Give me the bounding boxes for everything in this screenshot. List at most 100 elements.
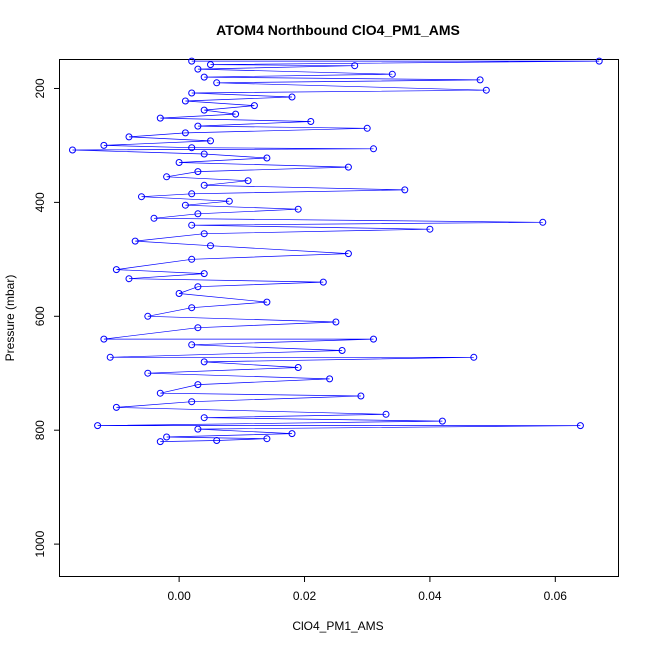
data-point — [156, 389, 164, 397]
x-tick-label: 0.06 — [544, 589, 568, 603]
data-point — [188, 221, 196, 229]
data-point — [357, 392, 365, 400]
data-point — [94, 422, 102, 430]
data-point — [294, 205, 302, 213]
data-point — [200, 150, 208, 158]
y-axis: 200 400 600 800 1000 — [33, 78, 60, 557]
x-axis-label: ClO4_PM1_AMS — [292, 619, 383, 633]
data-point — [263, 435, 271, 443]
data-point — [370, 335, 377, 343]
data-point — [194, 210, 202, 218]
data-point — [200, 358, 208, 366]
y-tick-label: 800 — [33, 420, 47, 440]
data-point — [338, 347, 346, 354]
data-point — [288, 93, 296, 101]
data-point — [194, 381, 202, 389]
data-point — [194, 324, 202, 332]
data-point — [181, 201, 189, 209]
data-point — [112, 266, 120, 274]
data-point — [144, 312, 152, 320]
data-point — [200, 270, 208, 278]
data-point — [188, 398, 196, 406]
plot-frame — [59, 59, 619, 577]
data-point — [175, 159, 183, 166]
data-point — [326, 375, 334, 383]
data-point — [470, 353, 478, 361]
data-point — [213, 79, 221, 87]
data-point — [319, 278, 327, 286]
series-line — [72, 60, 600, 442]
data-point — [106, 353, 114, 361]
data-point — [194, 425, 202, 433]
data-point — [250, 102, 258, 110]
x-tick-label: 0.00 — [167, 589, 191, 603]
data-point — [426, 225, 434, 233]
data-point — [69, 146, 76, 154]
data-point — [225, 197, 233, 205]
data-point — [207, 137, 214, 145]
data-point — [476, 76, 484, 84]
x-tick-label: 0.04 — [418, 589, 442, 603]
data-point — [156, 114, 164, 122]
data-point — [163, 173, 171, 181]
y-tick-label: 600 — [33, 306, 47, 326]
data-point — [194, 283, 202, 291]
data-point — [263, 298, 271, 306]
data-point — [213, 437, 221, 444]
data-point — [188, 89, 196, 97]
data-point — [125, 133, 133, 141]
data-point — [188, 304, 196, 312]
data-point — [100, 141, 108, 149]
data-point — [175, 290, 183, 297]
data-point — [344, 163, 352, 171]
data-point — [200, 414, 208, 422]
data-point — [200, 73, 208, 81]
data-point — [307, 118, 315, 125]
series-layer — [69, 57, 603, 446]
data-point — [232, 110, 240, 118]
data-point — [482, 86, 490, 94]
data-point — [539, 218, 547, 226]
data-point — [181, 97, 189, 105]
data-point — [332, 318, 340, 326]
data-point — [194, 168, 202, 176]
data-point — [263, 154, 271, 162]
data-point — [112, 403, 120, 411]
data-point — [200, 230, 208, 238]
data-point — [188, 341, 196, 349]
data-point — [382, 410, 390, 418]
data-point — [194, 122, 202, 130]
y-tick-label: 200 — [33, 78, 47, 98]
data-point — [125, 275, 133, 283]
data-point — [363, 124, 371, 132]
data-point — [401, 186, 409, 194]
y-tick-label: 1000 — [33, 530, 47, 557]
data-point — [150, 214, 158, 222]
data-point — [163, 433, 171, 441]
data-point — [438, 417, 446, 425]
x-tick-label: 0.02 — [293, 589, 317, 603]
data-point — [351, 62, 359, 70]
data-point — [294, 364, 302, 371]
data-point — [207, 242, 214, 250]
data-point — [595, 57, 603, 65]
data-point — [138, 193, 145, 201]
data-point — [188, 190, 196, 198]
x-axis: 0.00 0.02 0.04 0.06 — [167, 576, 567, 603]
data-point — [131, 237, 139, 245]
chart-title: ATOM4 Northbound ClO4_PM1_AMS — [216, 22, 460, 38]
data-point — [188, 255, 196, 263]
data-point — [200, 106, 208, 114]
data-point — [188, 57, 196, 65]
data-point — [200, 181, 208, 189]
data-point — [344, 250, 352, 258]
data-point — [288, 430, 296, 438]
data-point — [156, 438, 164, 446]
y-axis-label: Pressure (mbar) — [3, 275, 17, 362]
data-point — [370, 145, 377, 153]
data-point — [576, 422, 584, 430]
data-point — [144, 369, 152, 377]
data-point — [100, 335, 108, 343]
data-point — [188, 144, 196, 152]
